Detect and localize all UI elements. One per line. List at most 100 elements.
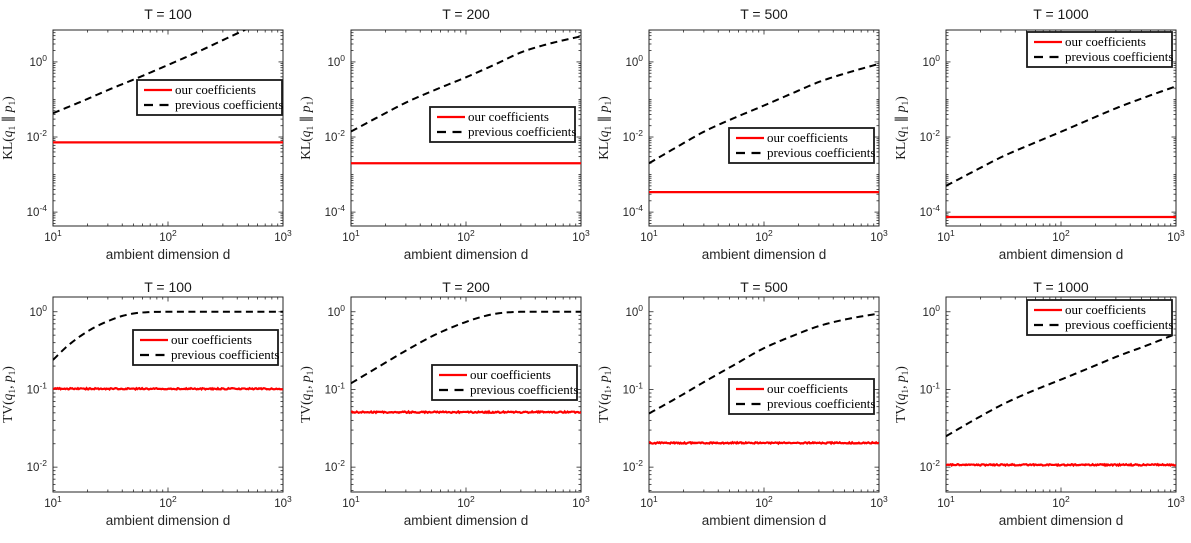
x-tick-label: 101: [937, 228, 955, 244]
x-tick-label: 101: [640, 228, 658, 244]
x-axis-label: ambient dimension d: [999, 247, 1124, 262]
x-axis-label: ambient dimension d: [701, 513, 826, 528]
legend-label: our coefficients: [171, 332, 252, 347]
plot-title: T = 500: [740, 6, 788, 22]
x-tick-label: 103: [274, 494, 292, 510]
axes-box: [945, 296, 1177, 492]
series-our-coefficients: [53, 385, 283, 391]
y-tick-label: 10-1: [27, 380, 48, 396]
x-axis-label: ambient dimension d: [701, 247, 826, 262]
y-tick-label: 10-2: [27, 128, 48, 144]
x-axis-label: ambient dimension d: [106, 247, 231, 262]
x-tick-label: 101: [342, 228, 360, 244]
legend-label: our coefficients: [1065, 302, 1146, 317]
x-tick-label: 102: [1052, 228, 1070, 244]
legend-label: our coefficients: [468, 109, 549, 124]
subplot-kl-t200: our coefficients previous coefficients T =…: [298, 0, 596, 272]
y-tick-label: 10-1: [324, 380, 345, 396]
y-tick-label: 100: [625, 302, 643, 318]
y-tick-label: 10-4: [27, 203, 48, 219]
x-tick-label: 103: [274, 228, 292, 244]
x-tick-label: 102: [457, 494, 475, 510]
axes-box: [52, 296, 284, 492]
subplot-kl-t500: our coefficients previous coefficients T =…: [596, 0, 894, 272]
plot-title: T = 1000: [1034, 6, 1090, 22]
axes-box: [945, 29, 1177, 227]
legend-label: our coefficients: [767, 130, 848, 145]
y-tick-label: 10-2: [324, 128, 345, 144]
legend-label: previous coefficients: [767, 145, 875, 160]
x-tick-label: 102: [1052, 494, 1070, 510]
legend-label: previous coefficients: [171, 347, 279, 362]
plot-title: T = 100: [144, 279, 192, 295]
x-tick-label: 102: [159, 228, 177, 244]
y-tick-label: 100: [327, 302, 345, 318]
legend-label: previous coefficients: [468, 124, 576, 139]
y-tick-label: 10-1: [622, 380, 643, 396]
x-tick-label: 102: [159, 494, 177, 510]
x-tick-label: 103: [1167, 494, 1185, 510]
y-axis-label: KL(q1 ∥ p1): [298, 96, 316, 160]
series-our-coefficients: [350, 409, 581, 414]
series-previous-coefficients: [53, 310, 283, 361]
x-tick-label: 101: [44, 494, 62, 510]
plot-title: T = 200: [442, 279, 490, 295]
x-axis-label: ambient dimension d: [106, 513, 231, 528]
axis-ticks: [52, 296, 284, 492]
series-group: [350, 310, 581, 414]
x-tick-label: 102: [755, 228, 773, 244]
x-tick-label: 103: [870, 228, 888, 244]
axes-box: [648, 29, 879, 227]
series-previous-coefficients: [946, 332, 1177, 437]
series-our-coefficients: [946, 462, 1177, 467]
y-axis-label: KL(q1 ∥ p1): [0, 96, 18, 160]
x-tick-label: 101: [640, 494, 658, 510]
x-tick-label: 103: [572, 494, 590, 510]
series-group: [350, 35, 581, 165]
subplot-tv-t200: our coefficients previous coefficients T =…: [298, 272, 596, 543]
series-previous-coefficients: [648, 62, 879, 165]
legend-label: previous coefficients: [1065, 317, 1173, 332]
legend-label: previous coefficients: [767, 396, 875, 411]
y-axis-label: KL(q1 ∥ p1): [893, 96, 911, 160]
y-tick-label: 10-2: [27, 458, 48, 474]
x-tick-label: 101: [937, 494, 955, 510]
y-axis-label: TV(q1, p1): [893, 366, 911, 423]
legend-label: previous coefficients: [470, 382, 578, 397]
y-tick-label: 100: [327, 53, 345, 69]
y-tick-label: 10-1: [920, 380, 941, 396]
y-tick-label: 10-2: [324, 458, 345, 474]
y-tick-label: 10-4: [324, 203, 345, 219]
y-axis-label: TV(q1, p1): [0, 366, 18, 423]
y-tick-label: 100: [923, 302, 941, 318]
series-previous-coefficients: [648, 312, 879, 414]
y-axis-label: KL(q1 ∥ p1): [596, 96, 614, 160]
y-tick-label: 10-2: [622, 458, 643, 474]
series-previous-coefficients: [53, 30, 248, 115]
x-tick-label: 102: [755, 494, 773, 510]
y-tick-label: 10-4: [622, 203, 643, 219]
x-axis-label: ambient dimension d: [999, 513, 1124, 528]
subplot-kl-t100: our coefficients previous coefficients T =…: [0, 0, 298, 272]
subplot-tv-t500: our coefficients previous coefficients T =…: [596, 272, 894, 543]
x-tick-label: 103: [870, 494, 888, 510]
legend-label: previous coefficients: [1065, 49, 1173, 64]
series-group: [53, 30, 283, 144]
y-tick-label: 10-2: [920, 128, 941, 144]
y-tick-label: 10-4: [920, 203, 941, 219]
axis-ticks: [52, 29, 284, 226]
plot-title: T = 1000: [1034, 279, 1090, 295]
legend-label: our coefficients: [1065, 34, 1146, 49]
legend-label: our coefficients: [470, 367, 551, 382]
series-previous-coefficients: [946, 85, 1177, 187]
